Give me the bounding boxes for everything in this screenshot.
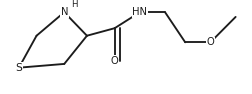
Text: N: N — [60, 7, 68, 17]
Text: S: S — [15, 63, 22, 73]
Text: H: H — [71, 0, 78, 9]
Text: O: O — [207, 37, 214, 47]
Text: O: O — [111, 56, 118, 66]
Text: HN: HN — [132, 7, 147, 17]
